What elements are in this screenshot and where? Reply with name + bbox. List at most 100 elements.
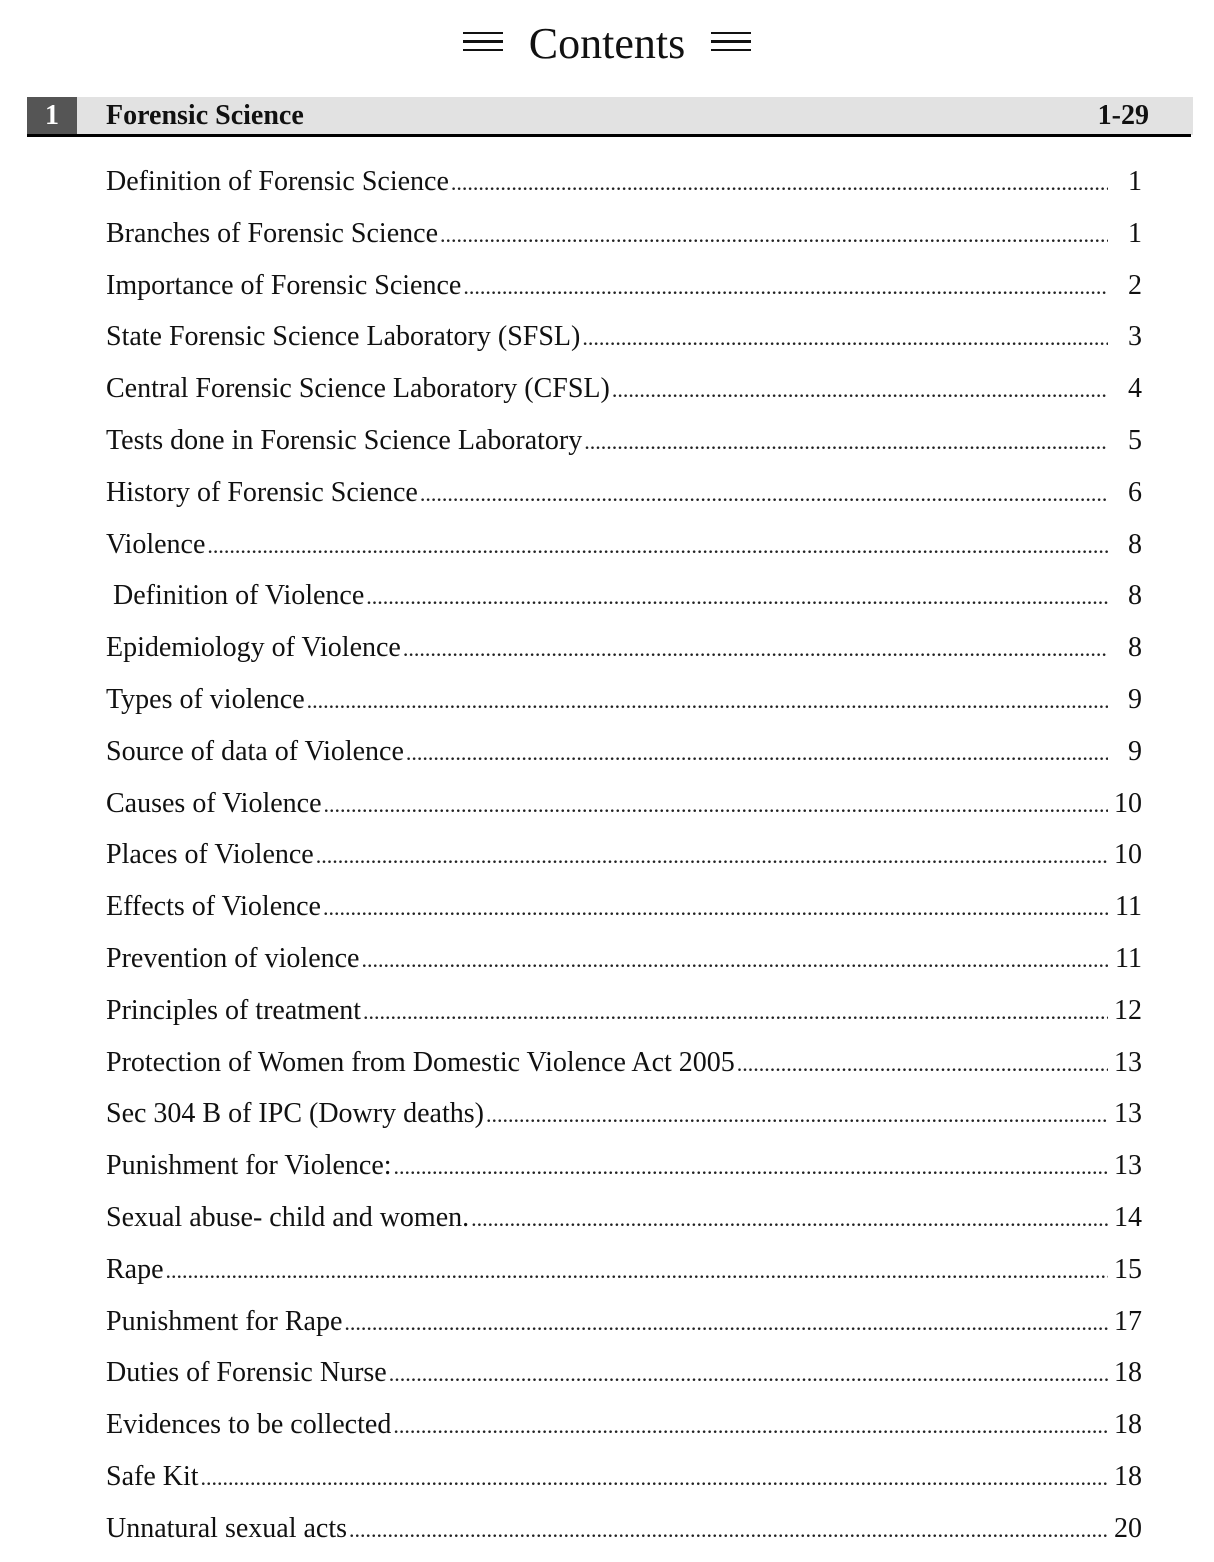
- dot-leader: [389, 1355, 1108, 1393]
- entry-title: Types of violence: [106, 683, 305, 715]
- entry-title: Violence: [106, 528, 206, 560]
- entry-page: 15: [1114, 1253, 1142, 1285]
- dot-leader: [324, 786, 1108, 824]
- entry-title: Branches of Forensic Science: [106, 217, 438, 249]
- entry-title: Principles of treatment: [106, 994, 362, 1026]
- toc-list: Definition of Forensic Science 1 Branches …: [106, 163, 1142, 1562]
- chapter-number: 1: [27, 97, 77, 135]
- toc-entry[interactable]: Unnatural sexual acts 20: [106, 1510, 1142, 1562]
- toc-entry[interactable]: Source of data of Violence 9: [106, 733, 1142, 785]
- toc-entry[interactable]: Sec 304 B of IPC (Dowry deaths) 13: [106, 1095, 1142, 1147]
- dot-leader: [393, 1407, 1108, 1445]
- entry-page: 4: [1128, 373, 1142, 405]
- entry-page: 20: [1114, 1512, 1142, 1544]
- divider: [27, 134, 1191, 137]
- entry-title: Source of data of Violence: [106, 735, 404, 767]
- dot-leader: [486, 1096, 1108, 1134]
- entry-page: 8: [1128, 580, 1142, 612]
- chapter-header: 1 Forensic Science 1-29: [27, 97, 1193, 135]
- entry-page: 5: [1128, 424, 1142, 456]
- chapter-pages: 1-29: [1097, 100, 1149, 131]
- entry-page: 11: [1115, 942, 1142, 974]
- dot-leader: [440, 216, 1108, 254]
- entry-title: Punishment for Violence:: [106, 1150, 392, 1182]
- dot-leader: [394, 1148, 1108, 1186]
- toc-entry[interactable]: Duties of Forensic Nurse 18: [106, 1354, 1142, 1406]
- dot-leader: [406, 734, 1108, 772]
- toc-entry[interactable]: Evidences to be collected 18: [106, 1406, 1142, 1458]
- entry-title: Epidemiology of Violence: [106, 632, 401, 664]
- entry-page: 10: [1114, 787, 1142, 819]
- toc-entry[interactable]: Punishment for Violence: 13: [106, 1147, 1142, 1199]
- entry-page: 3: [1128, 321, 1142, 353]
- entry-page: 17: [1114, 1305, 1142, 1337]
- toc-entry[interactable]: Types of violence 9: [106, 681, 1142, 733]
- toc-entry[interactable]: Safe Kit 18: [106, 1458, 1142, 1510]
- dot-leader: [323, 889, 1108, 927]
- entry-page: 9: [1128, 735, 1142, 767]
- dot-leader: [363, 993, 1108, 1031]
- dot-leader: [307, 682, 1108, 720]
- dot-leader: [349, 1511, 1108, 1549]
- entry-page: 8: [1128, 632, 1142, 664]
- dot-leader: [584, 423, 1108, 461]
- dot-leader: [463, 268, 1108, 306]
- toc-entry[interactable]: State Forensic Science Laboratory (SFSL)…: [106, 318, 1142, 370]
- entry-page: 2: [1128, 269, 1142, 301]
- dot-leader: [582, 319, 1108, 357]
- entry-title: State Forensic Science Laboratory (SFSL): [106, 321, 581, 353]
- toc-entry[interactable]: Causes of Violence 10: [106, 785, 1142, 837]
- triple-line-icon: [462, 31, 503, 52]
- toc-entry[interactable]: Central Forensic Science Laboratory (CFS…: [106, 370, 1142, 422]
- entry-page: 1: [1128, 166, 1142, 197]
- entry-title: Punishment for Rape: [106, 1305, 343, 1337]
- toc-entry[interactable]: Effects of Violence 11: [106, 888, 1142, 940]
- chapter-name: Forensic Science: [106, 100, 304, 131]
- dot-leader: [207, 527, 1108, 565]
- toc-entry[interactable]: Definition of Violence 8: [106, 577, 1142, 629]
- dot-leader: [344, 1304, 1108, 1342]
- entry-page: 11: [1115, 891, 1142, 923]
- toc-entry[interactable]: Punishment for Rape 17: [106, 1303, 1142, 1355]
- toc-entry[interactable]: Principles of treatment 12: [106, 992, 1142, 1044]
- toc-entry[interactable]: Epidemiology of Violence 8: [106, 629, 1142, 681]
- toc-entry[interactable]: Rape 15: [106, 1251, 1142, 1303]
- entry-page: 12: [1114, 994, 1142, 1026]
- toc-entry[interactable]: Prevention of violence 11: [106, 940, 1142, 992]
- entry-title: Effects of Violence: [106, 891, 321, 923]
- entry-title: Causes of Violence: [106, 787, 322, 819]
- toc-entry[interactable]: Protection of Women from Domestic Violen…: [106, 1044, 1142, 1096]
- entry-title: Safe Kit: [106, 1460, 199, 1492]
- entry-title: Prevention of violence: [106, 942, 360, 974]
- entry-page: 6: [1128, 476, 1142, 508]
- toc-entry[interactable]: History of Forensic Science 6: [106, 474, 1142, 526]
- entry-page: 10: [1114, 839, 1142, 871]
- dot-leader: [166, 1252, 1108, 1290]
- entry-page: 9: [1128, 683, 1142, 715]
- toc-entry[interactable]: Importance of Forensic Science 2: [106, 267, 1142, 319]
- entry-title: Definition of Forensic Science: [106, 166, 449, 197]
- dot-leader: [612, 371, 1108, 409]
- entry-title: History of Forensic Science: [106, 476, 418, 508]
- toc-entry[interactable]: Tests done in Forensic Science Laborator…: [106, 422, 1142, 474]
- entry-page: 18: [1114, 1409, 1142, 1441]
- dot-leader: [201, 1459, 1108, 1497]
- toc-entry[interactable]: Sexual abuse- child and women. 14: [106, 1199, 1142, 1251]
- entry-title: Sexual abuse- child and women.: [106, 1201, 470, 1233]
- entry-page: 18: [1114, 1460, 1142, 1492]
- entry-page: 13: [1114, 1046, 1142, 1078]
- toc-entry[interactable]: Branches of Forensic Science 1: [106, 215, 1142, 267]
- toc-entry[interactable]: Definition of Forensic Science 1: [106, 163, 1142, 215]
- dot-leader: [451, 164, 1108, 202]
- entry-title: Definition of Violence: [106, 580, 365, 612]
- dot-leader: [420, 475, 1108, 513]
- page-title: Contents: [0, 10, 1214, 74]
- dot-leader: [737, 1045, 1108, 1083]
- toc-entry[interactable]: Violence 8: [106, 526, 1142, 578]
- entry-page: 14: [1114, 1201, 1142, 1233]
- entry-title: Importance of Forensic Science: [106, 269, 462, 301]
- dot-leader: [403, 630, 1108, 668]
- dot-leader: [361, 941, 1108, 979]
- toc-entry[interactable]: Places of Violence 10: [106, 836, 1142, 888]
- entry-title: Places of Violence: [106, 839, 314, 871]
